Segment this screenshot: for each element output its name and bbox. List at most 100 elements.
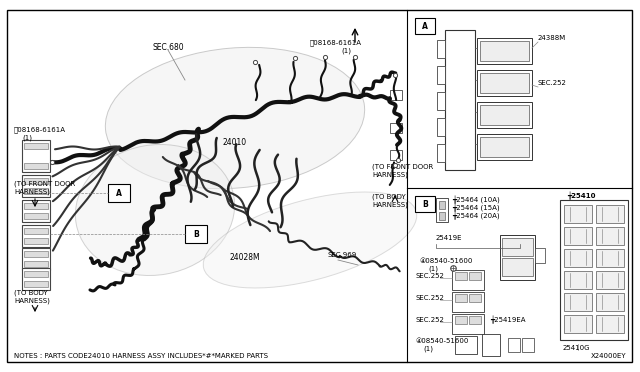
Bar — [24, 213, 48, 219]
Text: ④08540-51600: ④08540-51600 — [415, 338, 468, 344]
Bar — [185, 225, 207, 243]
Bar — [24, 178, 48, 184]
Bar — [452, 314, 484, 334]
Bar — [596, 293, 624, 311]
Bar — [22, 268, 50, 290]
Text: SEC.252: SEC.252 — [415, 295, 444, 301]
Bar — [24, 228, 48, 234]
Bar — [480, 105, 529, 125]
Text: 25419E: 25419E — [436, 235, 463, 241]
Text: B: B — [422, 199, 428, 208]
Bar — [455, 316, 467, 324]
Text: ╈25419EA: ╈25419EA — [490, 315, 525, 324]
Text: SEC.252: SEC.252 — [415, 273, 444, 279]
Ellipse shape — [76, 144, 235, 276]
Bar — [24, 238, 48, 244]
Text: SEC.252: SEC.252 — [415, 317, 444, 323]
Bar — [24, 281, 48, 287]
Text: SEC.252: SEC.252 — [538, 80, 567, 86]
Bar — [415, 18, 435, 34]
Bar — [480, 41, 529, 61]
Bar — [437, 144, 445, 162]
Ellipse shape — [106, 47, 365, 189]
Text: B: B — [193, 230, 199, 238]
Bar — [439, 201, 445, 209]
Bar — [477, 134, 532, 160]
Text: ╈25464 (20A): ╈25464 (20A) — [452, 211, 500, 220]
Bar — [455, 294, 467, 302]
Bar — [477, 70, 532, 96]
Bar — [24, 271, 48, 277]
Text: A: A — [422, 22, 428, 31]
Bar — [24, 188, 48, 194]
Bar — [24, 163, 48, 169]
Bar — [24, 143, 48, 149]
Text: HARNESS): HARNESS) — [372, 201, 408, 208]
Bar — [502, 238, 533, 256]
Bar — [564, 205, 592, 223]
Bar — [437, 66, 445, 84]
Text: (1): (1) — [428, 266, 438, 273]
Bar — [415, 196, 435, 212]
Bar — [564, 227, 592, 245]
Text: (1): (1) — [341, 47, 351, 54]
Bar — [502, 258, 533, 276]
Bar — [508, 338, 520, 352]
Text: X24000EY: X24000EY — [590, 353, 626, 359]
Ellipse shape — [204, 192, 417, 288]
Text: (TO FRONT DOOR: (TO FRONT DOOR — [372, 163, 433, 170]
Bar — [477, 38, 532, 64]
Bar — [564, 315, 592, 333]
Text: (TO BODY: (TO BODY — [14, 290, 48, 296]
Bar — [480, 137, 529, 157]
Bar — [469, 294, 481, 302]
Bar — [477, 102, 532, 128]
Bar — [445, 30, 475, 170]
Text: SEC.680: SEC.680 — [152, 42, 184, 51]
Bar — [24, 261, 48, 267]
Bar — [452, 270, 484, 290]
Text: ④08540-51600: ④08540-51600 — [420, 258, 474, 264]
Text: ╈25464 (15A): ╈25464 (15A) — [452, 203, 500, 212]
Text: HARNESS): HARNESS) — [14, 188, 50, 195]
Bar — [22, 248, 50, 270]
Bar — [596, 249, 624, 267]
Text: (1): (1) — [423, 346, 433, 353]
Bar — [480, 73, 529, 93]
Text: (TO BODY: (TO BODY — [372, 193, 406, 199]
Bar — [596, 227, 624, 245]
Text: 24388M: 24388M — [538, 35, 566, 41]
Text: (TO FRONT DOOR: (TO FRONT DOOR — [14, 180, 76, 186]
Bar — [469, 316, 481, 324]
Text: ╈25464 (10A): ╈25464 (10A) — [452, 195, 500, 204]
Text: HARNESS): HARNESS) — [14, 298, 50, 305]
Bar — [455, 336, 477, 354]
Bar — [500, 235, 535, 280]
Text: 25410G: 25410G — [563, 345, 591, 351]
Text: (1): (1) — [22, 134, 32, 141]
Bar — [482, 334, 500, 356]
Text: HARNESS): HARNESS) — [372, 171, 408, 177]
Bar — [439, 212, 445, 220]
Bar — [455, 272, 467, 280]
Bar — [22, 140, 50, 172]
Bar — [22, 200, 50, 222]
Bar — [469, 272, 481, 280]
Text: ╈25410: ╈25410 — [567, 192, 595, 200]
Bar — [522, 338, 534, 352]
Bar — [24, 251, 48, 257]
Bar — [564, 293, 592, 311]
Text: 24028M: 24028M — [230, 253, 260, 263]
Bar — [437, 92, 445, 110]
Bar — [535, 248, 545, 263]
Bar — [108, 184, 130, 202]
Text: Ⓑ08168-6161A: Ⓑ08168-6161A — [310, 39, 362, 46]
Bar — [596, 271, 624, 289]
Bar — [24, 203, 48, 209]
Bar — [436, 198, 448, 222]
Bar — [564, 271, 592, 289]
Bar — [437, 40, 445, 58]
Text: SEC.969: SEC.969 — [328, 252, 356, 258]
Text: Ⓑ08168-6161A: Ⓑ08168-6161A — [14, 126, 66, 132]
Bar — [596, 315, 624, 333]
